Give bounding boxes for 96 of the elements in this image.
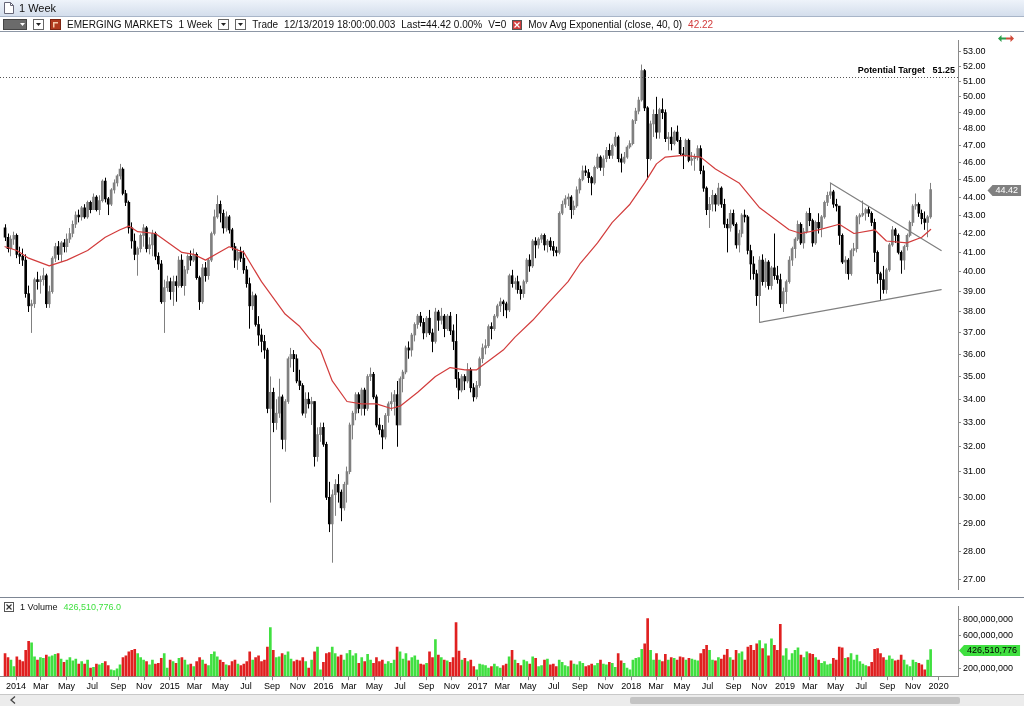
candlestick xyxy=(310,396,313,426)
x-tick-label: May xyxy=(365,681,384,692)
x-tick-label: May xyxy=(211,681,230,692)
text: 1 Week xyxy=(178,18,213,30)
y-tick-label: 800,000,000 xyxy=(963,613,1014,624)
x-tick-label: 2020 xyxy=(928,681,949,692)
candlestick xyxy=(666,131,670,151)
y-tick-label: 35.00 xyxy=(963,370,986,381)
x-tick-label: Mar xyxy=(340,681,357,692)
x-tick-label: 2018 xyxy=(621,681,642,692)
x-tick-label: 2015 xyxy=(159,681,180,692)
x-tick-label: Jul xyxy=(240,681,252,692)
x-tick-label: Jul xyxy=(394,681,406,692)
candlestick xyxy=(316,426,319,463)
y-tick-label: 44.00 xyxy=(963,191,986,202)
ref-line-label: Potential Target 51.25 xyxy=(857,65,955,76)
x-tick-label: 2014 xyxy=(5,681,27,692)
candlestick xyxy=(360,387,364,417)
x-tick-label: Mar xyxy=(648,681,664,692)
x-tick-label: 2016 xyxy=(313,681,334,692)
text: V=0 xyxy=(488,18,507,30)
candlestick xyxy=(425,315,428,338)
text: 44.42 xyxy=(995,184,1019,195)
candlestick xyxy=(162,279,166,334)
x-tick-label: Mar xyxy=(186,681,203,692)
candlestick xyxy=(357,391,361,414)
x-tick-label: Sep xyxy=(571,681,588,692)
x-tick-label: May xyxy=(58,681,76,692)
candlestick xyxy=(658,107,661,140)
chart-title: 1 Volume xyxy=(20,601,58,612)
x-tick-label: Jul xyxy=(855,681,867,692)
x-tick-label: Sep xyxy=(418,681,435,692)
y-tick-label: 45.00 xyxy=(963,173,986,184)
y-tick-label: 42.00 xyxy=(963,228,986,239)
x-tick-label: Nov xyxy=(136,681,153,692)
candlestick xyxy=(251,291,254,311)
y-tick-label: 33.00 xyxy=(963,417,986,428)
x-tick-label: Nov xyxy=(751,681,768,692)
text: Trade xyxy=(252,18,279,30)
candlestick xyxy=(655,96,658,140)
x-tick-label: Sep xyxy=(879,681,896,692)
annotation: 426,510,776.0 xyxy=(63,601,122,612)
x-tick-label: Mar xyxy=(494,681,511,692)
y-tick-label: 39.00 xyxy=(963,286,986,297)
y-tick-label: 49.00 xyxy=(963,107,986,118)
x-tick-label: Mar xyxy=(802,681,818,692)
y-tick-label: 29.00 xyxy=(963,518,986,529)
y-tick-label: 30.00 xyxy=(963,491,986,502)
x-tick-label: 2017 xyxy=(467,681,488,692)
y-tick-label: 40.00 xyxy=(963,266,986,277)
y-tick-label: 41.00 xyxy=(963,246,986,257)
y-tick-label: 50.00 xyxy=(963,91,986,102)
y-tick-label: 51.00 xyxy=(963,75,986,86)
x-tick-label: Mar xyxy=(33,681,49,692)
y-tick-label: 53.00 xyxy=(963,45,986,56)
x-tick-label: Nov xyxy=(904,681,922,692)
y-tick-label: 600,000,000 xyxy=(963,630,1014,641)
y-tick-label: 200,000,000 xyxy=(963,662,1014,673)
x-tick-label: Nov xyxy=(597,681,615,692)
x-tick-label: Jul xyxy=(86,681,98,692)
y-tick-label: 37.00 xyxy=(963,327,986,338)
text: 12/13/2019 18:00:00.003 xyxy=(284,18,396,30)
candlestick xyxy=(773,233,776,281)
text: 426,510,776 xyxy=(967,644,1018,655)
legend-label: Mov Avg Exponential (close, 40, 0) xyxy=(528,18,683,30)
x-tick-label: Jul xyxy=(547,681,560,692)
x-tick-label: Jul xyxy=(701,681,714,692)
y-tick-label: 34.00 xyxy=(963,393,986,404)
y-tick-label: 27.00 xyxy=(963,574,986,585)
y-tick-label: 46.00 xyxy=(963,156,986,167)
y-tick-label: 43.00 xyxy=(963,209,986,220)
y-tick-label: 48.00 xyxy=(963,123,986,134)
y-tick-label: 28.00 xyxy=(963,545,986,556)
y-tick-label: 38.00 xyxy=(963,306,986,317)
y-tick-label: 52.00 xyxy=(963,60,986,71)
x-tick-label: Nov xyxy=(443,681,461,692)
x-tick-label: May xyxy=(673,681,691,692)
x-tick-label: Sep xyxy=(725,681,742,692)
chart-title: 1 Week xyxy=(19,1,57,14)
y-tick-label: 36.00 xyxy=(963,348,986,359)
y-tick-label: 32.00 xyxy=(963,441,986,452)
text: EMERGING MARKETS xyxy=(67,18,173,30)
x-tick-label: Sep xyxy=(110,681,127,692)
text: 42.22 xyxy=(688,18,714,30)
candlestick xyxy=(204,261,207,283)
y-tick-label: 31.00 xyxy=(963,466,986,477)
x-tick-label: 2019 xyxy=(774,681,795,692)
y-tick-label: 47.00 xyxy=(963,139,986,150)
x-tick-label: Nov xyxy=(289,681,307,692)
x-tick-label: Sep xyxy=(264,681,281,692)
text: Last=44.42 0.00% xyxy=(401,18,483,30)
x-tick-label: May xyxy=(826,681,845,692)
candlestick xyxy=(770,265,773,291)
candlestick xyxy=(717,182,720,207)
candlestick xyxy=(817,212,820,235)
x-tick-label: May xyxy=(519,681,538,692)
